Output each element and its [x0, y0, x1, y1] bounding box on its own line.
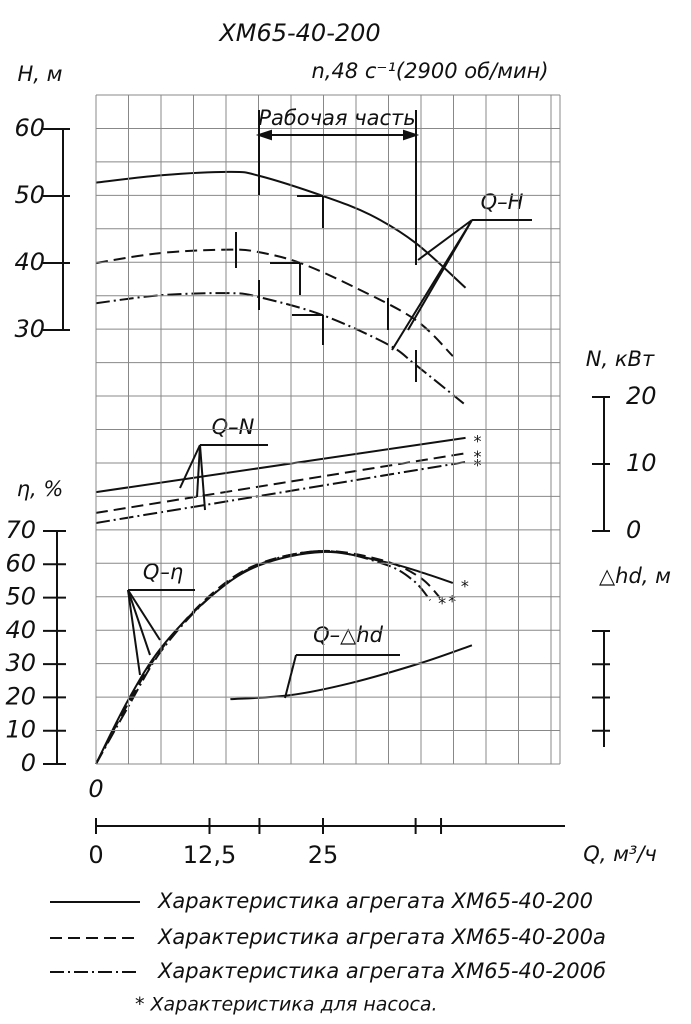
legend-label: Характеристика агрегата ХМ65-40-200а: [157, 925, 606, 949]
y-tick-label: 40: [14, 248, 45, 276]
chart-subtitle: n,48 с⁻¹(2900 об/мин): [311, 59, 548, 83]
x-axis-label: Q, м³/ч: [583, 842, 657, 866]
end-marker: *: [461, 576, 469, 595]
y-tick-label: 70: [5, 516, 36, 544]
curve-label: Q–H: [481, 190, 524, 214]
y-axis-label: H, м: [18, 62, 63, 86]
curve-line: [95, 550, 454, 765]
curve-line: [95, 549, 431, 765]
curve-line: [95, 248, 454, 357]
y-axis-label: N, кВт: [586, 347, 655, 371]
curve-line: [95, 170, 467, 289]
curve-line: [95, 292, 467, 406]
x-tick-label: 0: [88, 841, 103, 869]
end-marker: *: [448, 591, 456, 610]
y-tick-label: 40: [5, 616, 36, 644]
legend-label: Характеристика агрегата ХМ65-40-200: [157, 889, 593, 913]
y-axis-label: η, %: [17, 477, 64, 501]
end-marker: *: [474, 447, 482, 466]
y-tick-label: 20: [626, 382, 657, 410]
chart-title: ХМ65-40-200: [217, 19, 380, 47]
work-range-label: Рабочая часть: [258, 106, 415, 130]
y-tick-label: 30: [5, 649, 36, 677]
x-tick-label: 12,5: [183, 841, 236, 869]
y-tick-label: 10: [626, 449, 657, 477]
legend-samples: [50, 901, 140, 973]
curve-line: [95, 452, 466, 514]
legend-label: Характеристика агрегата ХМ65-40-200б: [157, 959, 606, 983]
y-tick-label: 50: [14, 181, 45, 209]
y-tick-label: 10: [5, 716, 36, 744]
x-tick-label: 25: [308, 841, 339, 869]
curve-line: [230, 644, 473, 701]
curve-label: Q–△hd: [313, 623, 383, 647]
y-tick-label: 20: [5, 682, 36, 710]
end-marker: *: [474, 431, 482, 450]
y-axis-label: △hd, м: [599, 564, 671, 588]
y-tick-label: 0: [626, 516, 641, 544]
end-marker: *: [474, 455, 482, 474]
curve-label: Q–η: [143, 560, 183, 584]
origin-label: 0: [88, 775, 103, 803]
curve-line: [95, 549, 441, 765]
work-range-dimension: [235, 110, 420, 382]
y-tick-label: 0: [21, 749, 36, 777]
y-tick-label: 50: [5, 583, 36, 611]
end-marker: *: [438, 594, 446, 613]
curve-line: [95, 436, 466, 494]
curve-line: [95, 461, 466, 524]
leader-lines: [127, 219, 532, 699]
y-tick-label: 60: [14, 114, 45, 142]
y-tick-label: 60: [5, 549, 36, 577]
curve-label: Q–N: [212, 415, 255, 439]
y-tick-label: 30: [14, 315, 45, 343]
footnote: * Характеристика для насоса.: [135, 994, 438, 1016]
